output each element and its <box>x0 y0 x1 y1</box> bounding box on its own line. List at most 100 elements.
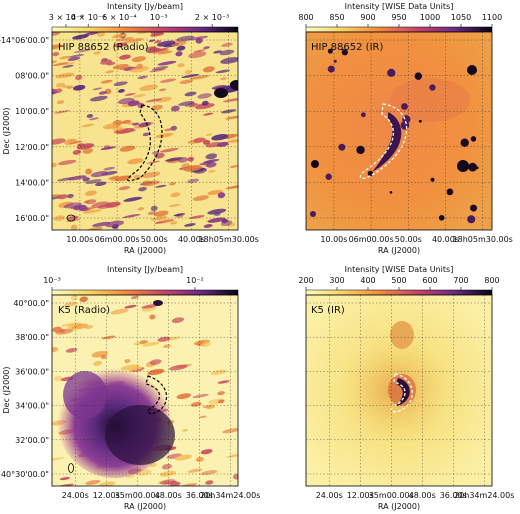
noise-streak <box>203 112 214 116</box>
noise-streak <box>57 194 68 200</box>
colorbar <box>51 26 239 33</box>
noise-streak <box>173 213 186 217</box>
noise-streak <box>97 32 105 37</box>
noise-streak <box>228 139 238 143</box>
colorbar-tick-label: 4 × 10⁻⁴ <box>71 13 106 22</box>
beam-ellipse <box>68 463 74 473</box>
noise-streak <box>201 100 209 106</box>
coordinate-grid <box>52 32 238 230</box>
noise-streak <box>132 122 140 126</box>
x-tick-label: 40.00s <box>432 235 459 244</box>
noise-streak <box>215 69 230 74</box>
noise-streak <box>129 66 149 73</box>
y-axis-label: Dec (J2000) <box>2 108 11 155</box>
noise-streak <box>102 123 119 130</box>
noise-streak <box>138 186 147 192</box>
x-tick-label: 06m00.00s <box>95 235 140 244</box>
noise-streak <box>207 217 226 223</box>
noise-streak <box>221 42 233 47</box>
colorbar-ticks: 800 850 900 950 1000 1050 1100 <box>298 13 502 27</box>
noise-streak <box>54 88 63 93</box>
y-tick-label: 14'00.0" <box>15 178 49 187</box>
noise-streak <box>208 169 216 173</box>
noise-streak <box>178 157 189 163</box>
noise-streak <box>52 60 58 64</box>
noise-streak <box>211 133 229 141</box>
colorbar-tick-label: 10⁻³ <box>43 276 61 285</box>
ir-point-source <box>467 215 476 224</box>
bow-shock-contour <box>145 375 168 415</box>
noise-streak <box>176 393 192 400</box>
noise-streak <box>187 178 199 184</box>
x-axis-label: RA (J2000) <box>124 502 166 511</box>
noise-streak <box>84 325 94 329</box>
colorbar-tick-label: 300 <box>329 276 344 285</box>
noise-streak <box>171 317 185 324</box>
noise-streak <box>190 75 210 80</box>
noise-streak <box>71 323 89 330</box>
noise-streak <box>176 45 186 51</box>
x-tick-label: 40.00s <box>178 235 205 244</box>
ir-point-source <box>360 112 366 118</box>
noise-streak <box>52 346 59 353</box>
x-tick-label: 35m00.00s <box>369 491 414 500</box>
noise-streak <box>161 463 173 470</box>
noise-streak <box>168 203 181 207</box>
noise-streak <box>158 88 167 92</box>
noise-streak <box>139 84 159 91</box>
noise-streak <box>145 46 156 50</box>
ir-point-sources <box>309 48 479 224</box>
noise-streak <box>193 49 206 53</box>
noise-streak <box>75 74 83 81</box>
noise-streak <box>72 149 82 155</box>
noise-streak <box>184 69 192 75</box>
noise-streak <box>86 114 94 118</box>
noise-streak <box>203 224 213 228</box>
panel-title: K5 (IR) <box>311 305 345 316</box>
y-tick-label: -14°06'00.0" <box>0 36 49 45</box>
coordinate-grid <box>52 295 238 486</box>
noise-streak <box>103 166 115 171</box>
bow-shock-contour <box>359 103 408 180</box>
noise-streak <box>52 457 65 462</box>
ir-point-source <box>338 143 346 151</box>
panel-title: HIP 88652 (IR) <box>311 42 383 53</box>
noise-streak <box>149 314 156 320</box>
noise-streak <box>59 476 70 481</box>
noise-streak <box>89 117 99 121</box>
y-tick-label: 40°00.0" <box>13 299 49 308</box>
noise-streak <box>83 32 100 36</box>
noise-streak <box>52 162 57 168</box>
y-tick-label: 10'00.0" <box>15 107 49 116</box>
noise-streak <box>85 199 97 205</box>
noise-streak <box>142 341 160 347</box>
colorbar-label: Intensity [WISE Data Units] <box>345 265 454 274</box>
colorbar-tick-label: 1100 <box>482 13 502 22</box>
noise-streak <box>124 38 144 44</box>
noise-streak <box>146 160 161 164</box>
noise-streak <box>192 393 209 399</box>
noise-streak <box>187 468 203 473</box>
panel-hip88652-radio: Intensity [Jy/beam] 3 × 10⁻⁴4 × 10⁻⁴6 × … <box>0 2 259 255</box>
x-tick-label: 20h34m24.00s <box>200 491 260 500</box>
noise-streak <box>123 66 138 71</box>
x-tick-label: 50.00s <box>395 235 422 244</box>
noise-streak <box>157 50 173 55</box>
ir-bow-shock <box>372 112 402 172</box>
noise-streak <box>141 306 157 312</box>
ir-point-source <box>356 145 365 155</box>
noise-streak <box>68 140 83 145</box>
noise-streak <box>188 51 207 59</box>
ir-point-source <box>327 48 333 54</box>
noise-streak <box>52 44 63 50</box>
noise-streak <box>147 368 165 376</box>
noise-streak <box>178 101 195 106</box>
noise-streak <box>164 157 184 162</box>
colorbar-ticks: 3 × 10⁻⁴4 × 10⁻⁴6 × 10⁻⁴ 10⁻³ 2 × 10⁻³ <box>49 13 229 27</box>
x-tick-label: 12.00s <box>93 491 120 500</box>
noise-streak <box>127 158 144 165</box>
ir-point-source <box>367 170 374 177</box>
x-axis-label: RA (J2000) <box>378 502 420 511</box>
noise-streak <box>198 415 207 419</box>
noise-streak <box>175 51 183 57</box>
